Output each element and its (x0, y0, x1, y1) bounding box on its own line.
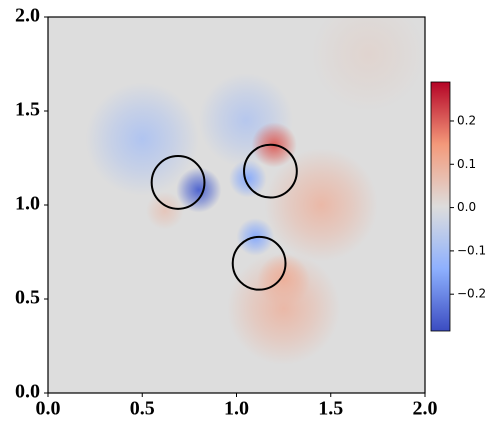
obstacle-circle (243, 143, 298, 199)
hotspot (176, 167, 222, 213)
x-tick-label: 1.5 (318, 398, 343, 420)
hotspot (311, 17, 425, 112)
hotspot (85, 82, 199, 196)
colorbar-tick-label: −0.1 (457, 243, 486, 257)
y-tick-label: 0.0 (15, 381, 40, 403)
y-tick-label: 0.5 (15, 287, 40, 309)
hotspot (264, 148, 378, 262)
hotspot (227, 251, 341, 365)
colorbar-tick-label: 0.0 (457, 200, 476, 214)
y-tick-label: 2.0 (15, 5, 40, 27)
hotspot (228, 159, 267, 198)
x-tick-label: 1.0 (224, 398, 249, 420)
colorbar-tick-label: −0.2 (457, 287, 486, 301)
y-tick-label: 1.5 (15, 99, 40, 121)
hotspot (146, 191, 184, 230)
obstacle-circle (231, 235, 287, 291)
colorbar (430, 81, 451, 332)
y-tick-label: 1.0 (15, 193, 40, 215)
colorbar-tick-label: 0.1 (457, 157, 476, 171)
colorbar-tick-label: 0.2 (457, 113, 476, 127)
field (85, 17, 425, 365)
x-tick-label: 0.0 (36, 398, 61, 420)
obstacle-circle (150, 155, 206, 210)
x-tick-label: 2.0 (413, 398, 438, 420)
x-tick-label: 0.5 (130, 398, 155, 420)
